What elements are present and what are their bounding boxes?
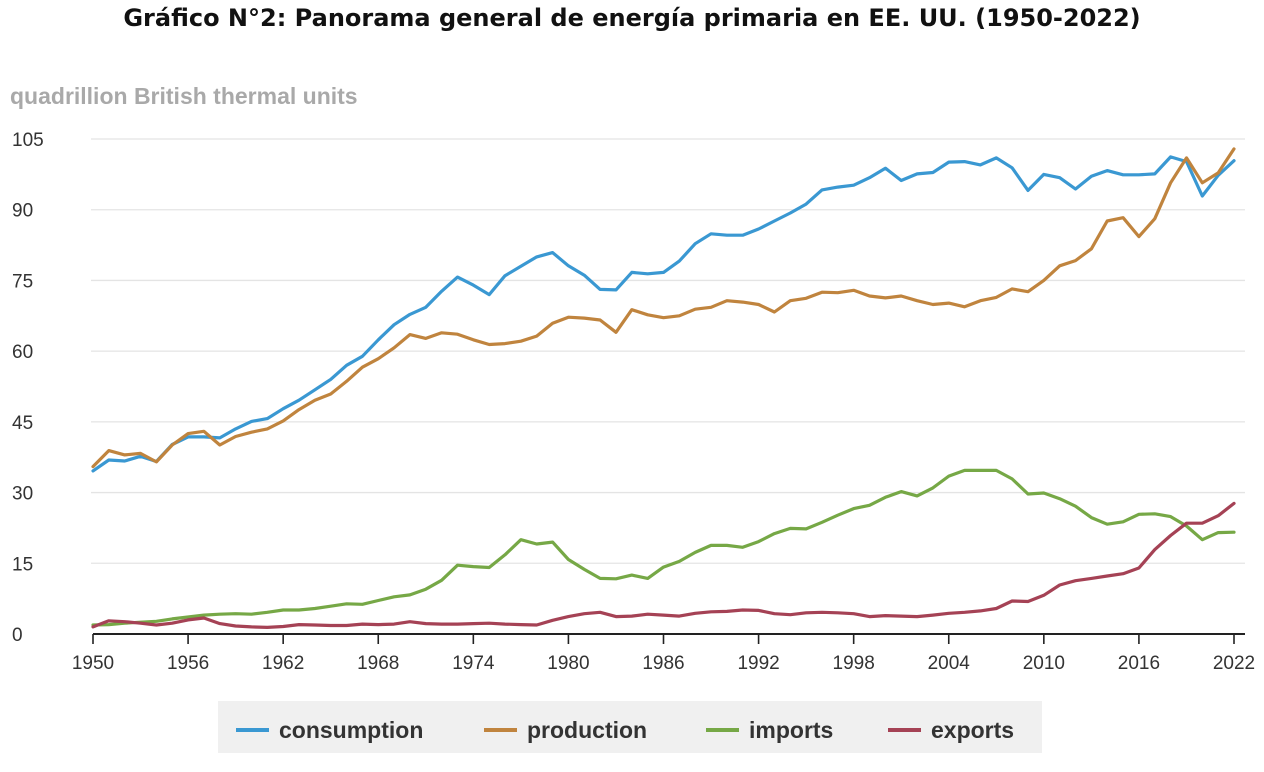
y-tick-label: 75 [12,271,33,292]
x-tick-label: 1986 [642,653,684,674]
y-tick-label: 90 [12,201,33,222]
line-chart: quadrillion British thermal units 0 15 30 4… [10,83,1255,753]
x-tick-label: 1956 [167,653,209,674]
unit-label: quadrillion British thermal units [10,83,358,109]
y-axis-ticks: 0 15 30 45 60 75 90 105 [12,130,44,646]
chart-area: quadrillion British thermal units 0 15 30 4… [0,60,1264,768]
x-tick-label: 1950 [72,653,114,674]
chart-title: Gráfico N°2: Panorama general de energía… [123,4,1141,32]
legend-label-consumption: consumption [279,717,423,743]
legend-label-exports: exports [931,717,1014,743]
legend-label-production: production [527,717,647,743]
x-tick-label: 1992 [737,653,779,674]
x-tick-label: 1980 [547,653,589,674]
x-tick-label: 1962 [262,653,304,674]
series-line-imports [91,468,1236,627]
x-tick-label: 2004 [928,653,971,674]
series-line-consumption [91,155,1236,473]
x-tick-label: 2016 [1118,653,1160,674]
x-tick-label: 1998 [833,653,875,674]
legend-box [218,701,1042,753]
y-tick-label: 60 [12,342,33,363]
legend: consumption production imports exports [218,701,1042,753]
series-line-production [91,147,1236,469]
gridlines [91,138,1245,564]
legend-label-imports: imports [749,717,833,743]
series-lines [91,147,1236,630]
x-tick-label: 2010 [1023,653,1065,674]
x-tick-label: 1974 [452,653,495,674]
y-tick-label: 30 [12,484,33,505]
x-tick-label: 1968 [357,653,399,674]
y-tick-label: 105 [12,130,44,151]
series-line-exports [91,501,1236,630]
y-tick-label: 45 [12,413,33,434]
y-tick-label: 15 [12,554,33,575]
y-tick-label: 0 [12,625,23,646]
x-axis-ticks: 1950 1956 1962 1968 1974 1980 1986 1992 1998 2004… [72,633,1255,674]
x-tick-label: 2022 [1213,653,1255,674]
